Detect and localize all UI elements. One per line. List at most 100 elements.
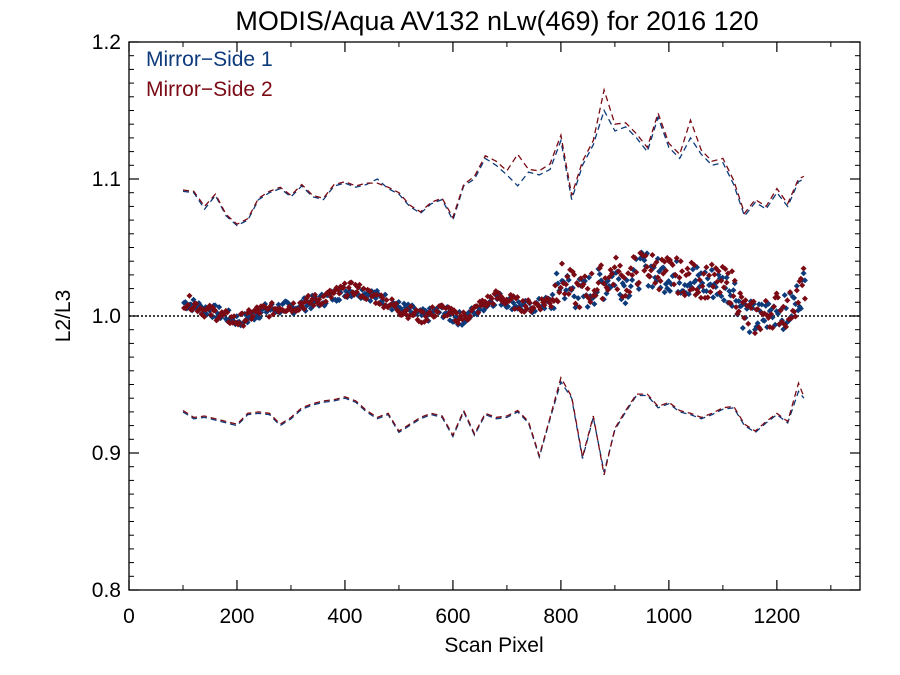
scatter-point (231, 313, 238, 320)
scatter-point (708, 261, 715, 268)
scatter-point (606, 274, 613, 281)
scatter-point (467, 313, 474, 320)
scatter-point (722, 266, 729, 273)
scatter-point (407, 303, 414, 310)
scatter-point (745, 320, 752, 327)
scatter-point (568, 286, 575, 293)
scatter-point (548, 303, 555, 310)
scatter-point (742, 297, 749, 304)
x-tick-label: 1000 (646, 605, 693, 628)
scatter-point (715, 268, 722, 275)
scatter-point (795, 299, 802, 306)
scatter-point (626, 292, 633, 299)
scatter-point (216, 304, 223, 311)
scatter-point (626, 288, 633, 295)
scatter-point (791, 294, 798, 301)
scatter-point (419, 308, 426, 315)
scatter-point (595, 279, 602, 286)
scatter-point (662, 267, 669, 274)
scatter-point (710, 294, 717, 301)
scatter-point (537, 306, 544, 313)
scatter-point (316, 296, 323, 303)
x-tick-label: 1200 (753, 605, 800, 628)
scatter-point (720, 284, 727, 291)
scatter-point (266, 313, 273, 320)
scatter-point (201, 313, 208, 320)
scatter-point (761, 317, 768, 324)
scatter-point (681, 292, 688, 299)
scatter-point (459, 316, 466, 323)
scatter-point (611, 264, 618, 271)
scatter-point (519, 297, 526, 304)
scatter-point (641, 257, 648, 264)
scatter-point (345, 284, 352, 291)
scatter-point (617, 262, 624, 269)
y-axis-ticks: 0.8 0.9 1.0 1.1 1.2 (92, 31, 860, 602)
scatter-point (730, 293, 737, 300)
y-tick-label: 0.9 (92, 442, 121, 465)
scatter-point (511, 305, 518, 312)
chart-title: MODIS/Aqua AV132 nLw(469) for 2016 120 (235, 6, 758, 36)
scatter-point (631, 254, 638, 261)
scatter-point (656, 286, 663, 293)
y-axis-label: L2/L3 (52, 290, 75, 343)
scatter-point (614, 286, 621, 293)
scatter-point (729, 268, 736, 275)
scatter-point (710, 283, 717, 290)
scatter-point (599, 295, 606, 302)
x-tick-label: 600 (435, 605, 470, 628)
scatter-point (685, 270, 692, 277)
y-tick-label: 1.1 (92, 168, 121, 191)
scatter-point (475, 309, 482, 316)
scatter-point (604, 287, 611, 294)
scatter-point (621, 274, 628, 281)
scatter-point (730, 287, 737, 294)
scatter-point (591, 301, 598, 308)
scatter-point (777, 307, 784, 314)
scatter-point (587, 298, 594, 305)
scatter-point (677, 258, 684, 265)
x-tick-label: 400 (327, 605, 362, 628)
scatter-point (239, 310, 246, 317)
scatter-point (720, 297, 727, 304)
scatter-point (661, 289, 668, 296)
scatter-point (800, 270, 807, 277)
scatter-point (635, 279, 642, 286)
x-tick-label: 0 (123, 605, 135, 628)
scatter-point (635, 285, 642, 292)
scatter-point (645, 282, 652, 289)
scatter-point (576, 304, 583, 311)
scatter-point (787, 289, 794, 296)
scatter-point (224, 309, 231, 316)
scatter-point (672, 271, 679, 278)
scatter-point (671, 281, 678, 288)
legend-label-mirror-side-2: Mirror−Side 2 (146, 78, 273, 101)
legend: Mirror−Side 1 Mirror−Side 2 (146, 48, 273, 101)
scatter-point (553, 270, 560, 277)
scatter-point (641, 267, 648, 274)
scatter-point (249, 313, 256, 320)
scatter-point (403, 306, 410, 313)
scatter-point (703, 288, 710, 295)
scatter-point (739, 324, 746, 331)
scatter-point (629, 272, 636, 279)
scatter-point (704, 294, 711, 301)
scatter-point (577, 275, 584, 282)
scatter-point (735, 308, 742, 315)
scatter-point (236, 320, 243, 327)
scatter-point (305, 292, 312, 299)
scatter-point (716, 289, 723, 296)
scatter-point (344, 292, 351, 299)
scatter-point (646, 273, 653, 280)
scatter-point (769, 324, 776, 331)
scatter-point (367, 288, 374, 295)
scatter-point (629, 277, 636, 284)
scatter-point (718, 277, 725, 284)
scatter-point (783, 323, 790, 330)
scatter-point (290, 300, 297, 307)
scatter-point (424, 317, 431, 324)
scatter-point (392, 300, 399, 307)
scatter-point (610, 281, 617, 288)
scatter-point (328, 294, 335, 301)
scatter-point (627, 283, 634, 290)
